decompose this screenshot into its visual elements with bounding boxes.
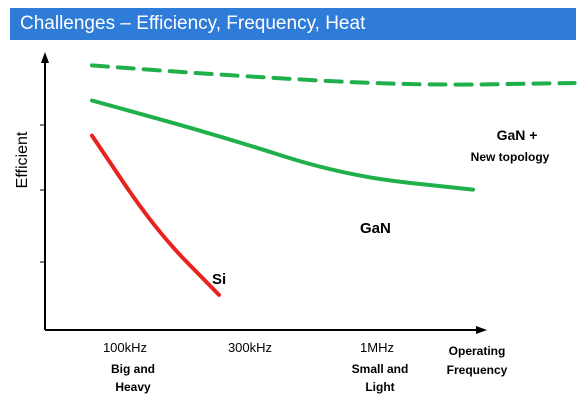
series-labels: Si GaN GaN + New topology [212, 127, 550, 288]
y-axis-arrow [41, 52, 49, 63]
plot-area [90, 63, 577, 297]
series-line-gan-new-topology [90, 63, 577, 87]
x-tick-label-300khz: 300kHz [228, 340, 272, 355]
x-axis-label-line2: Frequency [447, 363, 508, 377]
note-light: Light [365, 380, 394, 394]
y-ticks [40, 124, 45, 263]
page-title: Challenges – Efficiency, Frequency, Heat [20, 13, 366, 34]
x-tick-label-100khz: 100kHz [103, 340, 147, 355]
series-line-gan [90, 98, 475, 192]
x-tick-notes: Big and Heavy Small and Light [111, 362, 408, 394]
y-axis-label: Efficient [14, 131, 31, 188]
x-axis-label: Operating Frequency [447, 344, 508, 377]
axes [40, 52, 487, 334]
series-label-gan: GaN [360, 220, 391, 237]
x-tick-labels: 100kHz 300kHz 1MHz [103, 340, 394, 355]
note-big-and: Big and [111, 362, 155, 376]
series-label-gan-new-topology-line1: GaN + [497, 127, 538, 143]
x-axis-arrow [476, 326, 487, 334]
series-label-gan-new-topology-line2: New topology [471, 150, 550, 164]
title-bar: Challenges – Efficiency, Frequency, Heat [10, 8, 576, 40]
note-small-and: Small and [352, 362, 409, 376]
x-tick-label-1mhz: 1MHz [360, 340, 394, 355]
series-label-si: Si [212, 271, 226, 288]
note-heavy: Heavy [115, 380, 151, 394]
x-axis-label-line1: Operating [449, 344, 506, 358]
series-line-si [90, 133, 221, 297]
